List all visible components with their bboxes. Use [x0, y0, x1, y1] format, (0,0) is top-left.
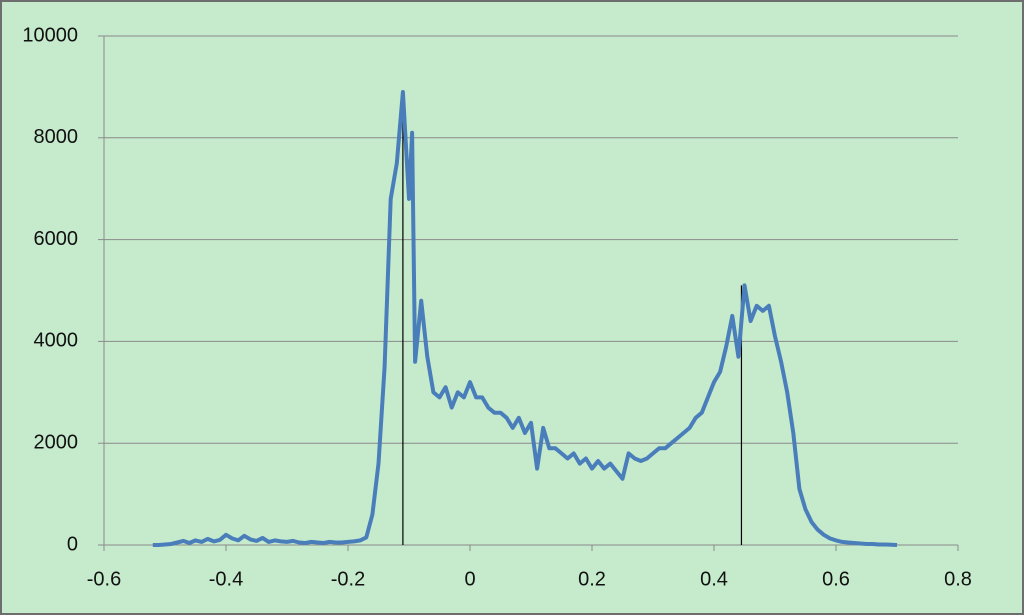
- x-tick-label: 0.8: [944, 568, 972, 590]
- x-tick-label: 0.2: [578, 568, 606, 590]
- x-tick-label: -0.4: [209, 568, 243, 590]
- y-tick-label: 0: [67, 533, 78, 555]
- y-tick-label: 2000: [34, 431, 79, 453]
- x-tick-label: 0: [464, 568, 475, 590]
- x-tick-label: 0.6: [822, 568, 850, 590]
- x-tick-label: -0.6: [87, 568, 121, 590]
- y-tick-label: 10000: [22, 24, 78, 46]
- x-tick-label: 0.4: [700, 568, 728, 590]
- y-tick-label: 8000: [34, 126, 79, 148]
- y-tick-label: 4000: [34, 330, 79, 352]
- x-tick-label: -0.2: [331, 568, 365, 590]
- y-tick-label: 6000: [34, 228, 79, 250]
- data-line: [152, 90, 898, 547]
